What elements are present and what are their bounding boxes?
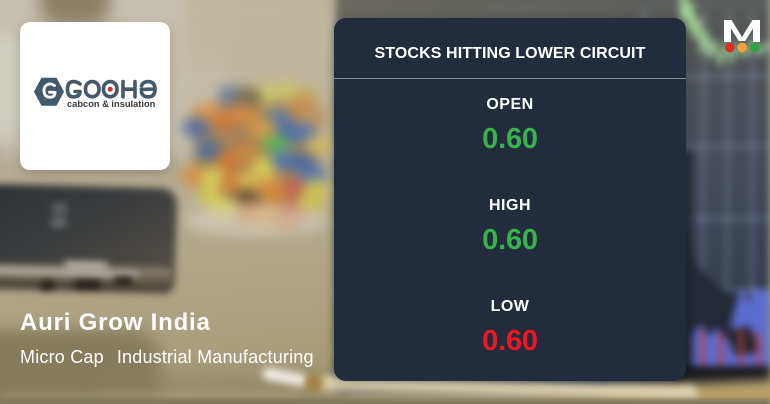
svg-text:cabcon & insulation: cabcon & insulation: [67, 99, 156, 109]
